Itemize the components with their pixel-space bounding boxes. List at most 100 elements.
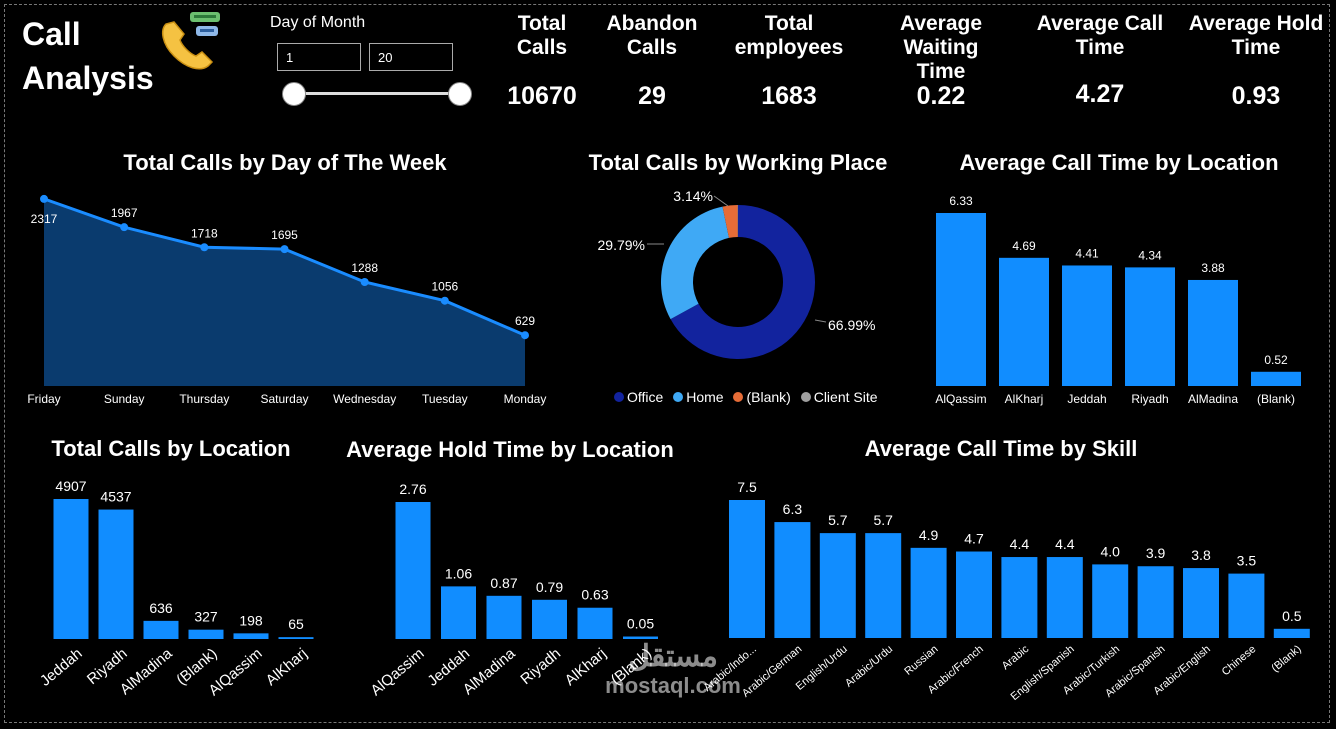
data-label: 4.41 bbox=[1075, 246, 1099, 260]
x-tick-label: Riyadh bbox=[1131, 392, 1168, 406]
data-label: 0.63 bbox=[581, 587, 608, 603]
kpi-value: 29 bbox=[638, 82, 666, 110]
bar bbox=[188, 629, 224, 639]
bar bbox=[278, 637, 314, 639]
dashboard-frame bbox=[4, 4, 1330, 723]
bar bbox=[98, 509, 134, 639]
legend-item-office[interactable]: Office bbox=[612, 389, 663, 405]
data-label: 0.87 bbox=[490, 575, 517, 591]
data-label: 3.9 bbox=[1146, 545, 1166, 561]
data-point bbox=[280, 245, 289, 254]
x-tick-label: Arabic bbox=[1000, 643, 1032, 673]
data-label: 3.8 bbox=[1191, 547, 1211, 563]
chart-title-week: Total Calls by Day of The Week bbox=[123, 150, 447, 175]
place-legend: Office Home (Blank) Client Site bbox=[612, 389, 882, 405]
slice-label: 3.14% bbox=[673, 188, 713, 204]
data-label: 327 bbox=[194, 609, 218, 625]
data-label: 4.9 bbox=[919, 527, 939, 543]
data-label: 6.33 bbox=[949, 194, 973, 208]
slicer-end-handle[interactable] bbox=[448, 82, 472, 106]
bar bbox=[1001, 557, 1038, 638]
donut-slice bbox=[722, 205, 738, 238]
x-tick-label: AlQassim bbox=[935, 392, 986, 406]
slicer-from-input[interactable]: 1 bbox=[277, 43, 361, 71]
leader-line bbox=[814, 319, 827, 323]
slicer-to-input[interactable]: 20 bbox=[369, 43, 453, 71]
data-label: 1.06 bbox=[445, 565, 472, 581]
kpi-avg-waiting-time: Average Waiting Time 0.22 bbox=[860, 12, 1022, 110]
donut-slice bbox=[670, 205, 816, 359]
data-label: 0.5 bbox=[1282, 608, 1302, 624]
data-label: 0.52 bbox=[1264, 353, 1288, 367]
x-tick-label: Arabic/Urdu bbox=[843, 643, 895, 690]
bar bbox=[623, 636, 658, 639]
x-tick-label: Friday bbox=[27, 392, 60, 406]
data-label: 3.88 bbox=[1201, 261, 1225, 275]
x-tick-label: Tuesday bbox=[422, 392, 468, 406]
data-label: 2.76 bbox=[399, 481, 426, 497]
bar bbox=[441, 586, 476, 639]
bar bbox=[774, 522, 811, 638]
chart-title-hold-location: Average Hold Time by Location bbox=[346, 437, 674, 462]
data-label: 636 bbox=[149, 600, 173, 616]
kpi-value: 0.22 bbox=[916, 82, 966, 110]
data-label: 6.3 bbox=[783, 501, 803, 517]
x-tick-label: Chinese bbox=[1220, 643, 1259, 678]
chart-title-calltime-location: Average Call Time by Location bbox=[959, 150, 1279, 175]
bar bbox=[1092, 564, 1129, 638]
x-tick-label: Thursday bbox=[179, 392, 229, 406]
kpi-avg-hold-time: Average Hold Time 0.93 bbox=[1186, 12, 1326, 110]
slicer-start-handle[interactable] bbox=[282, 82, 306, 106]
area-fill bbox=[44, 198, 525, 386]
chart-title-skill: Average Call Time by Skill bbox=[864, 436, 1138, 461]
bar bbox=[1137, 566, 1174, 638]
bar bbox=[819, 533, 856, 638]
bar bbox=[1062, 265, 1112, 386]
chart-title-calls-location: Total Calls by Location bbox=[51, 436, 291, 461]
bar bbox=[865, 533, 902, 638]
data-point bbox=[440, 296, 449, 305]
data-label: 4537 bbox=[100, 489, 131, 505]
x-tick-label: (Blank) bbox=[1269, 643, 1303, 675]
bar bbox=[395, 502, 431, 639]
kpi-value: 4.27 bbox=[1075, 80, 1125, 108]
bar bbox=[1046, 557, 1083, 638]
bar bbox=[729, 500, 765, 638]
bar bbox=[577, 607, 613, 639]
x-tick-label: Sunday bbox=[104, 392, 145, 406]
bar bbox=[1273, 628, 1310, 638]
legend-item-home[interactable]: Home bbox=[671, 389, 724, 405]
data-point bbox=[360, 277, 369, 286]
slice-label: 29.79% bbox=[598, 237, 645, 253]
x-tick-label: AlMadina bbox=[1188, 392, 1238, 406]
bar bbox=[233, 633, 269, 639]
donut-slice bbox=[661, 206, 729, 320]
data-label: 1718 bbox=[191, 226, 218, 240]
watermark: مستقل mostaql.com bbox=[605, 640, 741, 698]
bar bbox=[1228, 573, 1265, 638]
data-label: 4.0 bbox=[1100, 543, 1120, 559]
data-label: 1695 bbox=[271, 228, 298, 242]
data-label: 0.79 bbox=[536, 579, 563, 595]
data-point bbox=[120, 223, 129, 232]
bar bbox=[1188, 279, 1238, 386]
legend-item-client-site[interactable]: Client Site bbox=[799, 389, 878, 405]
data-label: 4.34 bbox=[1138, 248, 1162, 262]
legend-item-blank[interactable]: (Blank) bbox=[731, 389, 791, 405]
x-tick-label: Monday bbox=[504, 392, 547, 406]
bar bbox=[53, 499, 89, 639]
data-label: 3.5 bbox=[1237, 553, 1257, 569]
kpi-value: 0.93 bbox=[1231, 82, 1281, 110]
data-label: 1967 bbox=[111, 206, 138, 220]
data-label: 5.7 bbox=[828, 512, 848, 528]
data-label: 65 bbox=[288, 616, 304, 632]
bar bbox=[1251, 371, 1301, 386]
x-tick-label: Wednesday bbox=[333, 392, 396, 406]
data-label: 198 bbox=[239, 612, 263, 628]
data-label: 4.69 bbox=[1012, 239, 1036, 253]
bar bbox=[486, 595, 522, 639]
